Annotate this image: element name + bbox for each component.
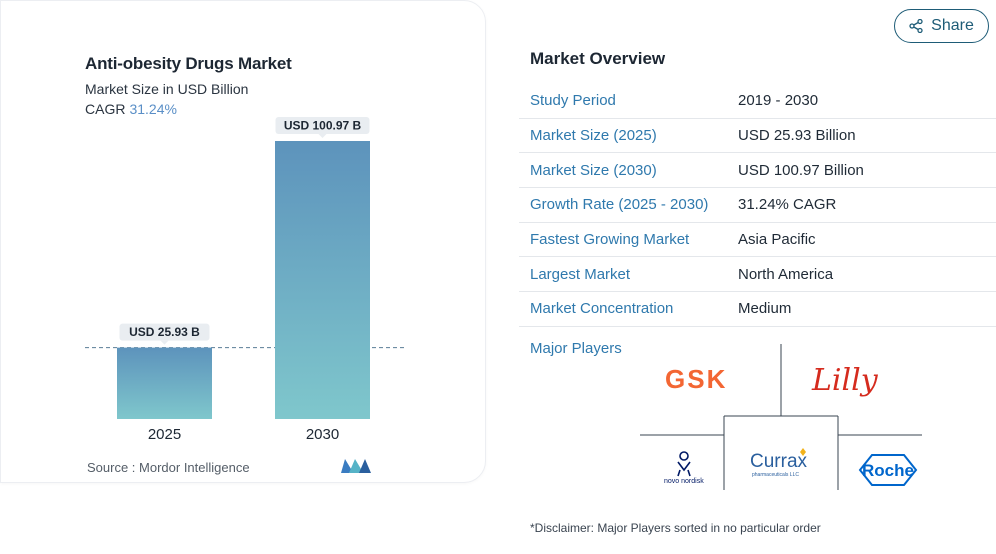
overview-row: Study Period 2019 - 2030 xyxy=(519,84,996,119)
share-icon xyxy=(909,19,923,33)
overview-row: Market Size (2030) USD 100.97 Billion xyxy=(519,153,996,189)
chart-subtitle: Market Size in USD Billion xyxy=(85,81,249,97)
overview-row-value: Asia Pacific xyxy=(738,231,816,249)
overview-row: Market Size (2025) USD 25.93 Billion xyxy=(519,119,996,154)
data-label-pointer xyxy=(160,340,169,345)
disclaimer: *Disclaimer: Major Players sorted in no … xyxy=(530,521,821,535)
overview-row: Largest Market North America xyxy=(519,257,996,293)
overview-row-label: Market Size (2025) xyxy=(530,127,657,145)
overview-row-label: Largest Market xyxy=(530,265,631,283)
data-label: USD 100.97 B xyxy=(284,119,362,133)
category-label: 2025 xyxy=(148,426,181,443)
major-players-label: Major Players xyxy=(530,340,622,357)
gsk-logo-text: GSK xyxy=(665,364,727,394)
overview-row-label: Study Period xyxy=(530,92,616,110)
cagr-label: CAGR xyxy=(85,101,126,117)
lilly-logo: Lilly xyxy=(811,363,879,398)
share-button[interactable]: Share xyxy=(894,9,989,43)
roche-logo-text: Roche xyxy=(862,461,914,480)
novo-nordisk-logo: novo nordisk xyxy=(664,451,704,485)
major-players-grid: GSK Lilly novo nordisk Currax pharmaceut… xyxy=(640,344,922,490)
novo-nordisk-logo-text: novo nordisk xyxy=(664,478,704,485)
roche-logo: Roche xyxy=(858,454,918,486)
overview-title: Market Overview xyxy=(530,49,666,68)
overview-row-label: Growth Rate (2025 - 2030) xyxy=(530,196,709,214)
currax-logo: Currax pharmaceuticals LLC xyxy=(750,448,808,478)
data-label-pill xyxy=(119,323,210,341)
data-label: USD 25.93 B xyxy=(129,325,200,339)
overview-row: Market Concentration Medium xyxy=(519,292,996,327)
overview-row: Growth Rate (2025 - 2030) 31.24% CAGR xyxy=(519,188,996,223)
gsk-logo: GSK xyxy=(665,364,727,394)
data-label-pointer xyxy=(318,134,327,138)
chart-title: Anti-obesity Drugs Market xyxy=(85,54,292,73)
overview-row-value: 2019 - 2030 xyxy=(738,92,819,110)
chart-card: Anti-obesity Drugs Market Market Size in… xyxy=(0,0,486,483)
lilly-logo-text: Lilly xyxy=(811,363,879,398)
bar-2025 xyxy=(117,347,212,419)
cagr-row: CAGR 31.24% xyxy=(85,101,177,117)
chart-source: Source : Mordor Intelligence xyxy=(87,460,250,475)
overview-row-label: Market Concentration xyxy=(530,300,674,318)
overview-table: Study Period 2019 - 2030 Market Size (2025… xyxy=(519,84,996,327)
currax-logo-subtext: pharmaceuticals LLC xyxy=(752,472,799,478)
bar-2030 xyxy=(275,141,370,419)
data-label-pill xyxy=(275,117,370,134)
currax-logo-text: Currax xyxy=(750,451,808,472)
overview-row-value: 31.24% CAGR xyxy=(738,196,837,214)
bar-chart: USD 25.93 B 2025 USD 100.97 B 2030 xyxy=(85,117,405,443)
overview-row: Fastest Growing Market Asia Pacific xyxy=(519,223,996,258)
overview-row-value: Medium xyxy=(738,300,792,318)
share-label: Share xyxy=(931,17,974,34)
cagr-value: 31.24% xyxy=(129,101,177,117)
mordor-intelligence-logo-icon xyxy=(341,459,371,473)
overview-row-label: Market Size (2030) xyxy=(530,161,657,179)
overview-row-label: Fastest Growing Market xyxy=(530,231,690,249)
category-label: 2030 xyxy=(306,426,339,443)
overview-row-value: North America xyxy=(738,265,834,283)
overview-row-value: USD 100.97 Billion xyxy=(738,161,864,179)
overview-row-value: USD 25.93 Billion xyxy=(738,127,856,145)
